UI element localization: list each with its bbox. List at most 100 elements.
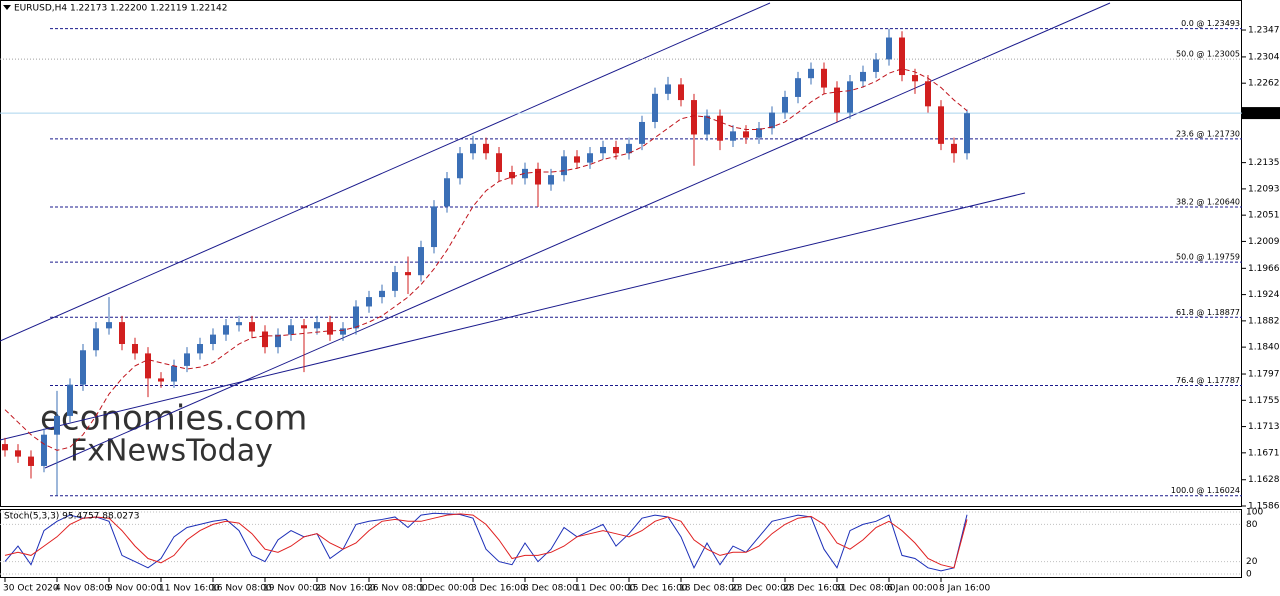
candle-body: [197, 344, 203, 354]
candle-body: [132, 344, 138, 354]
y-tick-label: 1.16280: [1248, 475, 1280, 485]
candle-body: [236, 322, 242, 326]
candle-body: [938, 106, 944, 144]
candle-body: [496, 153, 502, 173]
fib-label: 23.6 @ 1.21730: [1176, 129, 1240, 138]
x-tick-label: 23 Dec 00:00: [731, 584, 792, 594]
x-tick-label: 8 Jan 16:00: [939, 584, 991, 594]
candle-body: [522, 168, 528, 179]
candle-body: [756, 128, 762, 138]
candle-body: [210, 334, 216, 345]
candle-body: [106, 322, 112, 329]
candle-body: [457, 153, 463, 179]
y-tick-label: 1.17550: [1248, 396, 1280, 406]
candle-body: [665, 84, 671, 94]
candle-body: [639, 121, 645, 144]
y-tick-label: 1.17130: [1248, 422, 1280, 432]
trend-line: [0, 192, 1026, 441]
candle-body: [301, 325, 307, 329]
candle-body: [795, 78, 801, 97]
candle-body: [145, 353, 151, 379]
x-tick-label: 23 Nov 16:00: [315, 584, 376, 594]
candle-body: [535, 168, 541, 185]
x-tick-label: 26 Nov 08:00: [367, 584, 428, 594]
fib-label: 61.8 @ 1.18877: [1176, 308, 1240, 317]
x-tick-label: 3 Dec 16:00: [471, 584, 526, 594]
y-tick-label: 1.20930: [1248, 184, 1280, 194]
x-tick-label: 8 Dec 08:00: [523, 584, 578, 594]
y-tick-label: 0: [1246, 570, 1252, 580]
candle-body: [925, 81, 931, 107]
candle-body: [249, 322, 255, 332]
candle-body: [80, 350, 86, 385]
candle-body: [717, 115, 723, 141]
candle-body: [158, 378, 164, 382]
y-tick-label: 1.23470: [1248, 26, 1280, 36]
stoch-title: Stoch(5,3,3) 95.4757 88.0273: [4, 512, 139, 522]
x-tick-label: 11 Nov 16:00: [159, 584, 220, 594]
x-tick-label: 16 Nov 08:00: [211, 584, 272, 594]
candle-body: [171, 365, 177, 382]
candle-body: [28, 456, 34, 466]
candle-body: [860, 71, 866, 82]
y-tick-label: 1.18820: [1248, 316, 1280, 326]
y-tick-label: 1.18400: [1248, 343, 1280, 353]
candle-body: [548, 175, 554, 185]
price-box: [1242, 107, 1280, 120]
candle-body: [704, 115, 710, 135]
candle-body: [119, 322, 125, 345]
x-tick-label: 15 Dec 16:00: [627, 584, 688, 594]
sub-frame: [0, 509, 1242, 578]
watermark-text: FxNewsToday: [70, 434, 273, 469]
y-tick-label: 1.20510: [1248, 211, 1280, 221]
candle-body: [899, 37, 905, 76]
candle-body: [652, 93, 658, 122]
candle-body: [418, 247, 424, 276]
candle-body: [600, 146, 606, 154]
candle-body: [847, 81, 853, 113]
fib-label: 0.0 @ 1.23493: [1181, 19, 1240, 28]
candle-body: [262, 331, 268, 348]
y-tick-label: 20: [1246, 557, 1258, 567]
candle-body: [782, 96, 788, 113]
candle-body: [613, 146, 619, 154]
candle-body: [821, 68, 827, 88]
level-label: 50.0 @ 1.23005: [1176, 50, 1240, 59]
watermark-text: economies.com: [40, 399, 307, 439]
candle-body: [431, 206, 437, 248]
candle-body: [93, 328, 99, 351]
fib-label: 100.0 @ 1.16024: [1171, 486, 1240, 495]
y-tick-label: 1.19240: [1248, 290, 1280, 300]
candle-body: [405, 272, 411, 276]
x-tick-label: 30 Oct 2020: [3, 584, 59, 594]
candle-body: [561, 156, 567, 176]
candle-body: [626, 143, 632, 154]
candle-body: [392, 272, 398, 291]
chart-title: EURUSD,H4 1.22173 1.22200 1.22119 1.2214…: [14, 4, 227, 14]
channel-line: [44, 2, 1111, 469]
candle-body: [275, 334, 281, 348]
x-tick-label: 1 Dec 00:00: [419, 584, 474, 594]
candle-body: [873, 59, 879, 72]
candle-body: [574, 156, 580, 163]
x-tick-label: 31 Dec 08:00: [835, 584, 896, 594]
candle-body: [366, 297, 372, 307]
candle-body: [678, 84, 684, 101]
y-tick-label: 1.19660: [1248, 264, 1280, 274]
stoch-line: [4, 512, 968, 572]
candle-body: [964, 113, 970, 154]
main-frame: [0, 0, 1242, 507]
y-tick-label: 1.23040: [1248, 52, 1280, 62]
candle-body: [483, 143, 489, 154]
candle-body: [444, 178, 450, 207]
candle-body: [912, 75, 918, 82]
candle-body: [886, 37, 892, 60]
stoch-line: [4, 513, 968, 569]
x-tick-label: 19 Nov 00:00: [263, 584, 324, 594]
price-label: 1.22142: [1244, 109, 1280, 119]
x-tick-label: 6 Jan 00:00: [887, 584, 939, 594]
candle-body: [834, 87, 840, 113]
candle-body: [41, 434, 47, 466]
fib-label: 38.2 @ 1.20640: [1176, 198, 1240, 207]
